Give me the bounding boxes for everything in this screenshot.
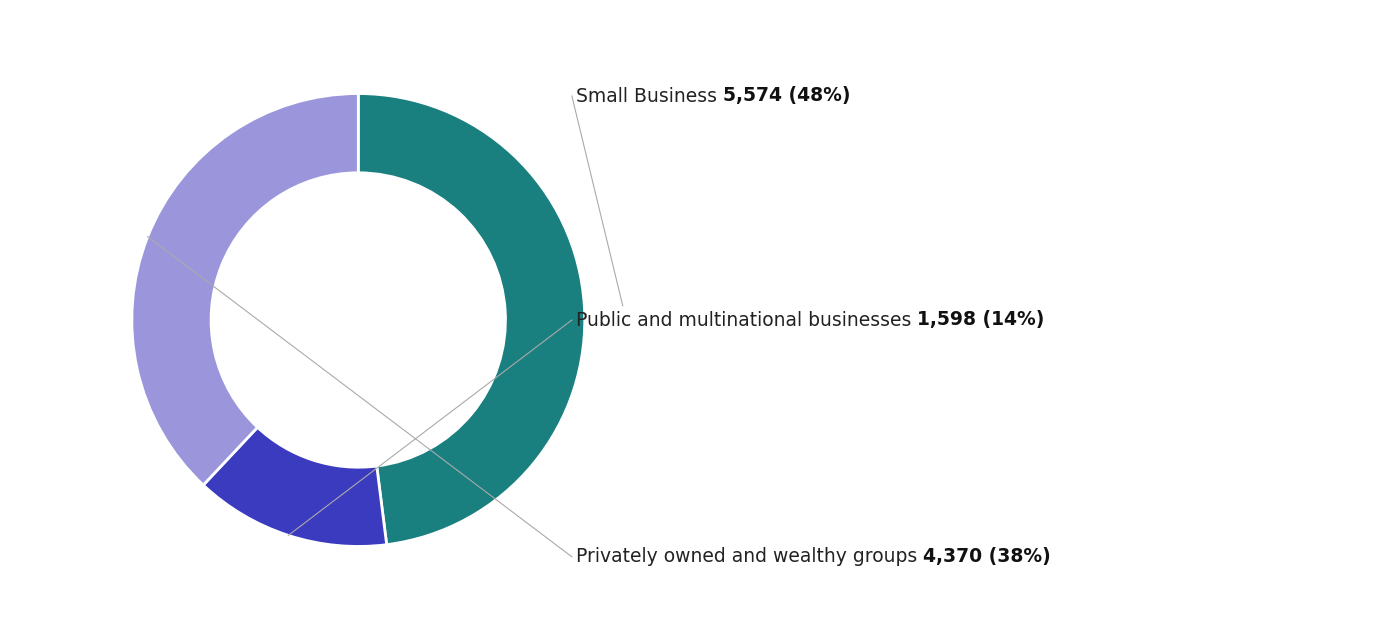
Text: Small Business: Small Business — [576, 86, 723, 106]
Text: Public and multinational businesses: Public and multinational businesses — [576, 310, 918, 330]
Text: 1,598 (14%): 1,598 (14%) — [918, 310, 1045, 330]
Text: Privately owned and wealthy groups: Privately owned and wealthy groups — [576, 547, 923, 566]
Text: 5,574 (48%): 5,574 (48%) — [723, 86, 850, 106]
Wedge shape — [132, 93, 358, 485]
Text: 4,370 (38%): 4,370 (38%) — [923, 547, 1051, 566]
Wedge shape — [358, 93, 584, 545]
Wedge shape — [204, 428, 387, 547]
